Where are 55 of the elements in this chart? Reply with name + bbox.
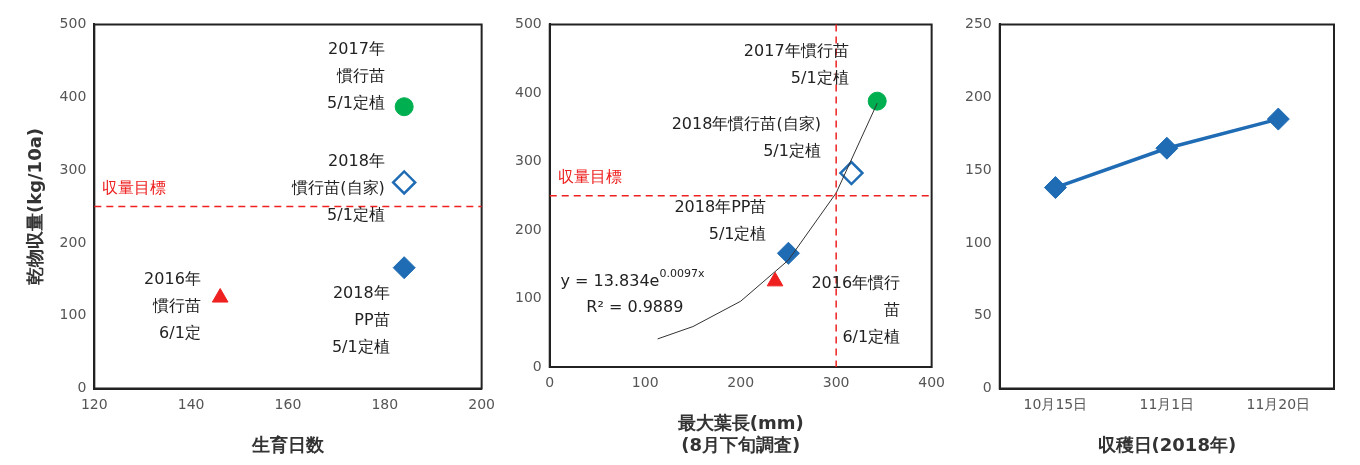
x-tick-label: 160 (274, 395, 302, 412)
x-tick-label: 100 (631, 374, 659, 391)
y-tick-label: 0 (532, 357, 542, 374)
y-tick-label: 50 (973, 306, 992, 323)
y-tick-label: 100 (964, 233, 992, 250)
point (391, 170, 417, 195)
point (1266, 107, 1290, 131)
x-axis-title: 生育日数 (250, 433, 325, 455)
point (211, 288, 229, 303)
annotation: 2017年慣行苗5/1定植 (743, 41, 849, 88)
annotation: R² = 0.9889 (586, 296, 684, 316)
point (1155, 136, 1179, 160)
y-tick-label: 300 (514, 152, 542, 169)
y-tick-label: 250 (964, 15, 992, 32)
point (867, 91, 887, 111)
x-tick-label: 300 (822, 374, 850, 391)
point (1043, 176, 1067, 200)
y-tick-label: 200 (964, 87, 992, 104)
annotation: 2018年PP苗5/1定植 (674, 196, 767, 243)
ref-line-label: 収量目標 (557, 166, 622, 186)
y-tick-label: 200 (514, 220, 542, 237)
point (776, 241, 800, 265)
ref-line-label: 収量目標 (102, 177, 167, 197)
y-tick-label: 400 (514, 83, 542, 100)
annotation: 2016年慣行苗6/1定植 (811, 272, 901, 346)
x-tick-label: 400 (918, 374, 946, 391)
x-tick-label: 180 (371, 395, 399, 412)
y-tick-label: 150 (964, 160, 992, 177)
y-tick-label: 500 (59, 15, 87, 32)
x-tick-label: 120 (80, 395, 108, 412)
x-axis-title: 収穫日(2018年) (1097, 433, 1237, 455)
annotation: 2018年慣行苗(自家)5/1定植 (671, 114, 821, 161)
y-tick-label: 300 (59, 160, 87, 177)
annotation: 2016年慣行苗6/1定 (144, 269, 201, 343)
point (766, 271, 784, 287)
annotation: 2018年慣行苗(自家)5/1定植 (291, 151, 385, 225)
y-tick-label: 400 (59, 87, 87, 104)
point (839, 160, 864, 186)
x-tick-label: 140 (177, 395, 205, 412)
x-tick-label: 11月20日 (1246, 395, 1311, 412)
x-tick-label: 11月1日 (1139, 395, 1195, 412)
y-tick-label: 500 (514, 15, 542, 32)
annotation: 2017年慣行苗5/1定植 (327, 39, 385, 112)
x-tick-label: 200 (727, 374, 755, 391)
x-axis-title: 最大葉長(mm) (8月下旬調査) (676, 412, 804, 455)
x-tick-label: 10月15日 (1023, 395, 1088, 412)
y-tick-label: 100 (59, 306, 87, 323)
y-axis-title: 乾物収量(kg/10a) (24, 127, 46, 286)
x-tick-label: 200 (468, 395, 496, 412)
x-tick-label: 0 (545, 374, 555, 391)
point (392, 256, 416, 280)
point (394, 97, 414, 117)
annotation: 2018年PP苗5/1定植 (331, 283, 390, 357)
y-tick-label: 100 (514, 289, 542, 306)
y-tick-label: 200 (59, 233, 87, 250)
